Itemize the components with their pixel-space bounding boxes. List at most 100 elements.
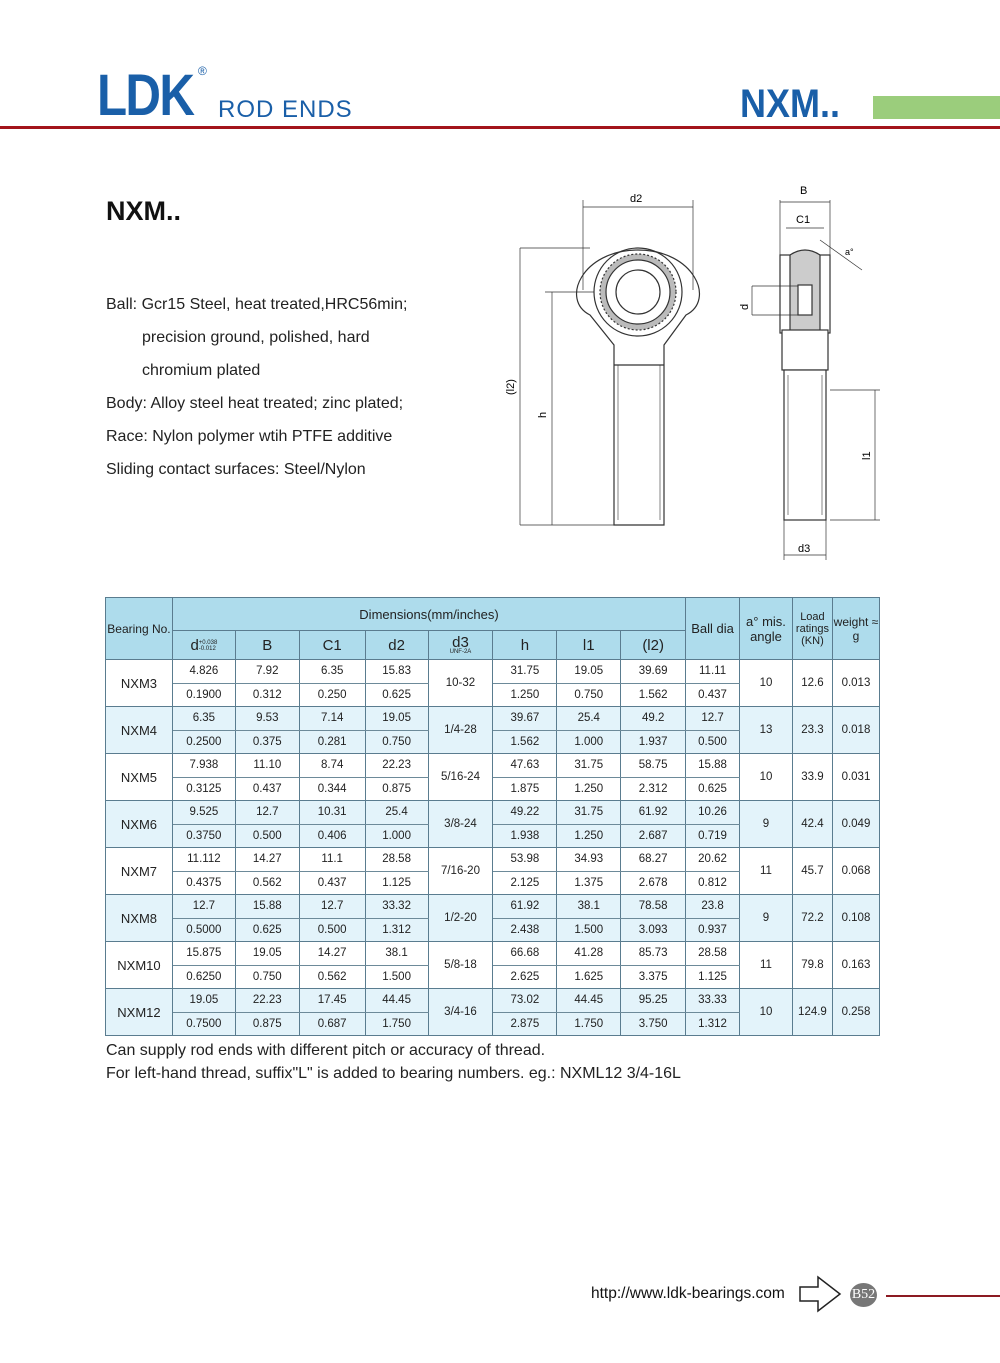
cell-inch: 0.2500 <box>171 730 236 754</box>
cell-inch: 0.875 <box>364 777 429 801</box>
cell-mm: 41.28 <box>556 941 622 966</box>
cell-mm: 44.45 <box>364 988 429 1013</box>
cell-inch: 2.125 <box>492 871 558 895</box>
cell-mm: 14.27 <box>298 941 366 966</box>
accent-bar <box>873 96 1000 119</box>
cell-load: 33.9 <box>791 753 833 801</box>
cell-weight: 0.031 <box>831 753 881 801</box>
cell-inch: 0.281 <box>298 730 366 754</box>
cell-mm: 25.4 <box>364 800 429 825</box>
cell-mm: 53.98 <box>492 847 558 872</box>
cell-mm: 33.32 <box>364 894 429 919</box>
cell-mm: 78.58 <box>620 894 687 919</box>
cell-mm: 22.23 <box>364 753 429 778</box>
note-line: Can supply rod ends with different pitch… <box>106 1042 546 1059</box>
cell-inch: 1.500 <box>556 918 622 942</box>
cell-angle: 10 <box>739 988 793 1036</box>
cell-inch: 1.750 <box>556 1012 622 1036</box>
cell-mm: 39.69 <box>620 659 687 684</box>
cell-angle: 11 <box>739 941 793 989</box>
table-row: NXM4 6.35 9.53 7.14 19.05 1/4-28 39.67 25.4 49.2… <box>105 706 881 754</box>
cell-mm: 58.75 <box>620 753 687 778</box>
cell-mm: 12.7 <box>298 894 366 919</box>
bearing-number: NXM12 <box>105 988 173 1036</box>
table-row: NXM5 7.938 11.10 8.74 22.23 5/16-24 47.63 31.75… <box>105 753 881 801</box>
cell-inch: 0.500 <box>234 824 300 848</box>
cell-inch: 1.125 <box>364 871 429 895</box>
cell-inch: 0.750 <box>556 683 622 707</box>
cell-inch: 2.875 <box>492 1012 558 1036</box>
cell-mm: 9.53 <box>234 706 300 731</box>
table-row: 0.3750 0.500 0.406 1.000 1.938 1.250 2.687 0.71… <box>106 824 880 848</box>
cell-weight: 0.013 <box>831 659 881 707</box>
cell-mm: 14.27 <box>234 847 300 872</box>
cell-mm: 73.02 <box>492 988 558 1013</box>
table-row: NXM10 15.875 19.05 14.27 38.1 5/8-18 66.68 41.2… <box>105 941 881 989</box>
cell-mm: 34.93 <box>556 847 622 872</box>
cell-mm: 25.4 <box>556 706 622 731</box>
header-d: d+0.038 -0.012 <box>171 630 236 660</box>
cell-inch: 1.000 <box>364 824 429 848</box>
cell-mm: 44.45 <box>556 988 622 1013</box>
cell-mm: 31.75 <box>492 659 558 684</box>
registered-mark: ® <box>198 64 207 78</box>
cell-mm: 4.826 <box>171 659 236 684</box>
cell-mm: 31.75 <box>556 753 622 778</box>
cell-inch: 0.500 <box>685 730 741 754</box>
cell-thread: 5/8-18 <box>427 941 494 989</box>
cell-mm: 11.11 <box>685 659 741 684</box>
cell-inch: 0.875 <box>234 1012 300 1036</box>
cell-inch: 0.625 <box>685 777 741 801</box>
cell-inch: 1.875 <box>492 777 558 801</box>
cell-inch: 0.4375 <box>171 871 236 895</box>
header-h: h <box>492 630 558 660</box>
cell-mm: 61.92 <box>620 800 687 825</box>
table-row: 0.7500 0.875 0.687 1.750 2.875 1.750 3.750 1.31… <box>106 1012 880 1036</box>
cell-inch: 1.000 <box>556 730 622 754</box>
dimensions-table: Bearing No. Dimensions(mm/inches) Ball d… <box>105 597 881 1036</box>
cell-inch: 1.750 <box>364 1012 429 1036</box>
cell-load: 12.6 <box>791 659 833 707</box>
cell-mm: 19.05 <box>234 941 300 966</box>
cell-weight: 0.049 <box>831 800 881 848</box>
label-b: B <box>800 185 807 197</box>
bearing-number: NXM7 <box>105 847 173 895</box>
spec-line: Sliding contact surfaces: Steel/Nylon <box>106 461 366 478</box>
label-d2: d2 <box>630 193 642 205</box>
cell-angle: 10 <box>739 659 793 707</box>
header-bearing-no: Bearing No. <box>105 597 173 660</box>
cell-inch: 1.938 <box>492 824 558 848</box>
cell-mm: 20.62 <box>685 847 741 872</box>
cell-mm: 12.7 <box>685 706 741 731</box>
cell-angle: 9 <box>739 800 793 848</box>
cell-mm: 10.31 <box>298 800 366 825</box>
cell-angle: 9 <box>739 894 793 942</box>
cell-inch: 0.750 <box>234 965 300 989</box>
cell-mm: 39.67 <box>492 706 558 731</box>
cell-inch: 0.437 <box>234 777 300 801</box>
cell-mm: 15.88 <box>234 894 300 919</box>
cell-inch: 0.687 <box>298 1012 366 1036</box>
cell-mm: 66.68 <box>492 941 558 966</box>
cell-inch: 3.375 <box>620 965 687 989</box>
cell-inch: 2.687 <box>620 824 687 848</box>
cell-load: 72.2 <box>791 894 833 942</box>
cell-inch: 0.562 <box>298 965 366 989</box>
page-number-badge: B52 <box>850 1283 877 1307</box>
page-title: NXM.. <box>106 196 182 226</box>
bearing-number: NXM5 <box>105 753 173 801</box>
series-title: NXM.. <box>740 82 841 126</box>
cell-mm: 23.8 <box>685 894 741 919</box>
cell-inch: 1.625 <box>556 965 622 989</box>
label-c1: C1 <box>796 214 810 226</box>
cell-weight: 0.258 <box>831 988 881 1036</box>
cell-mm: 15.88 <box>685 753 741 778</box>
header-c1: C1 <box>298 630 366 660</box>
cell-mm: 33.33 <box>685 988 741 1013</box>
header-l1: l1 <box>556 630 622 660</box>
bearing-number: NXM10 <box>105 941 173 989</box>
website-link[interactable]: http://www.ldk-bearings.com <box>591 1285 785 1302</box>
cell-load: 23.3 <box>791 706 833 754</box>
bearing-number: NXM6 <box>105 800 173 848</box>
cell-thread: 7/16-20 <box>427 847 494 895</box>
